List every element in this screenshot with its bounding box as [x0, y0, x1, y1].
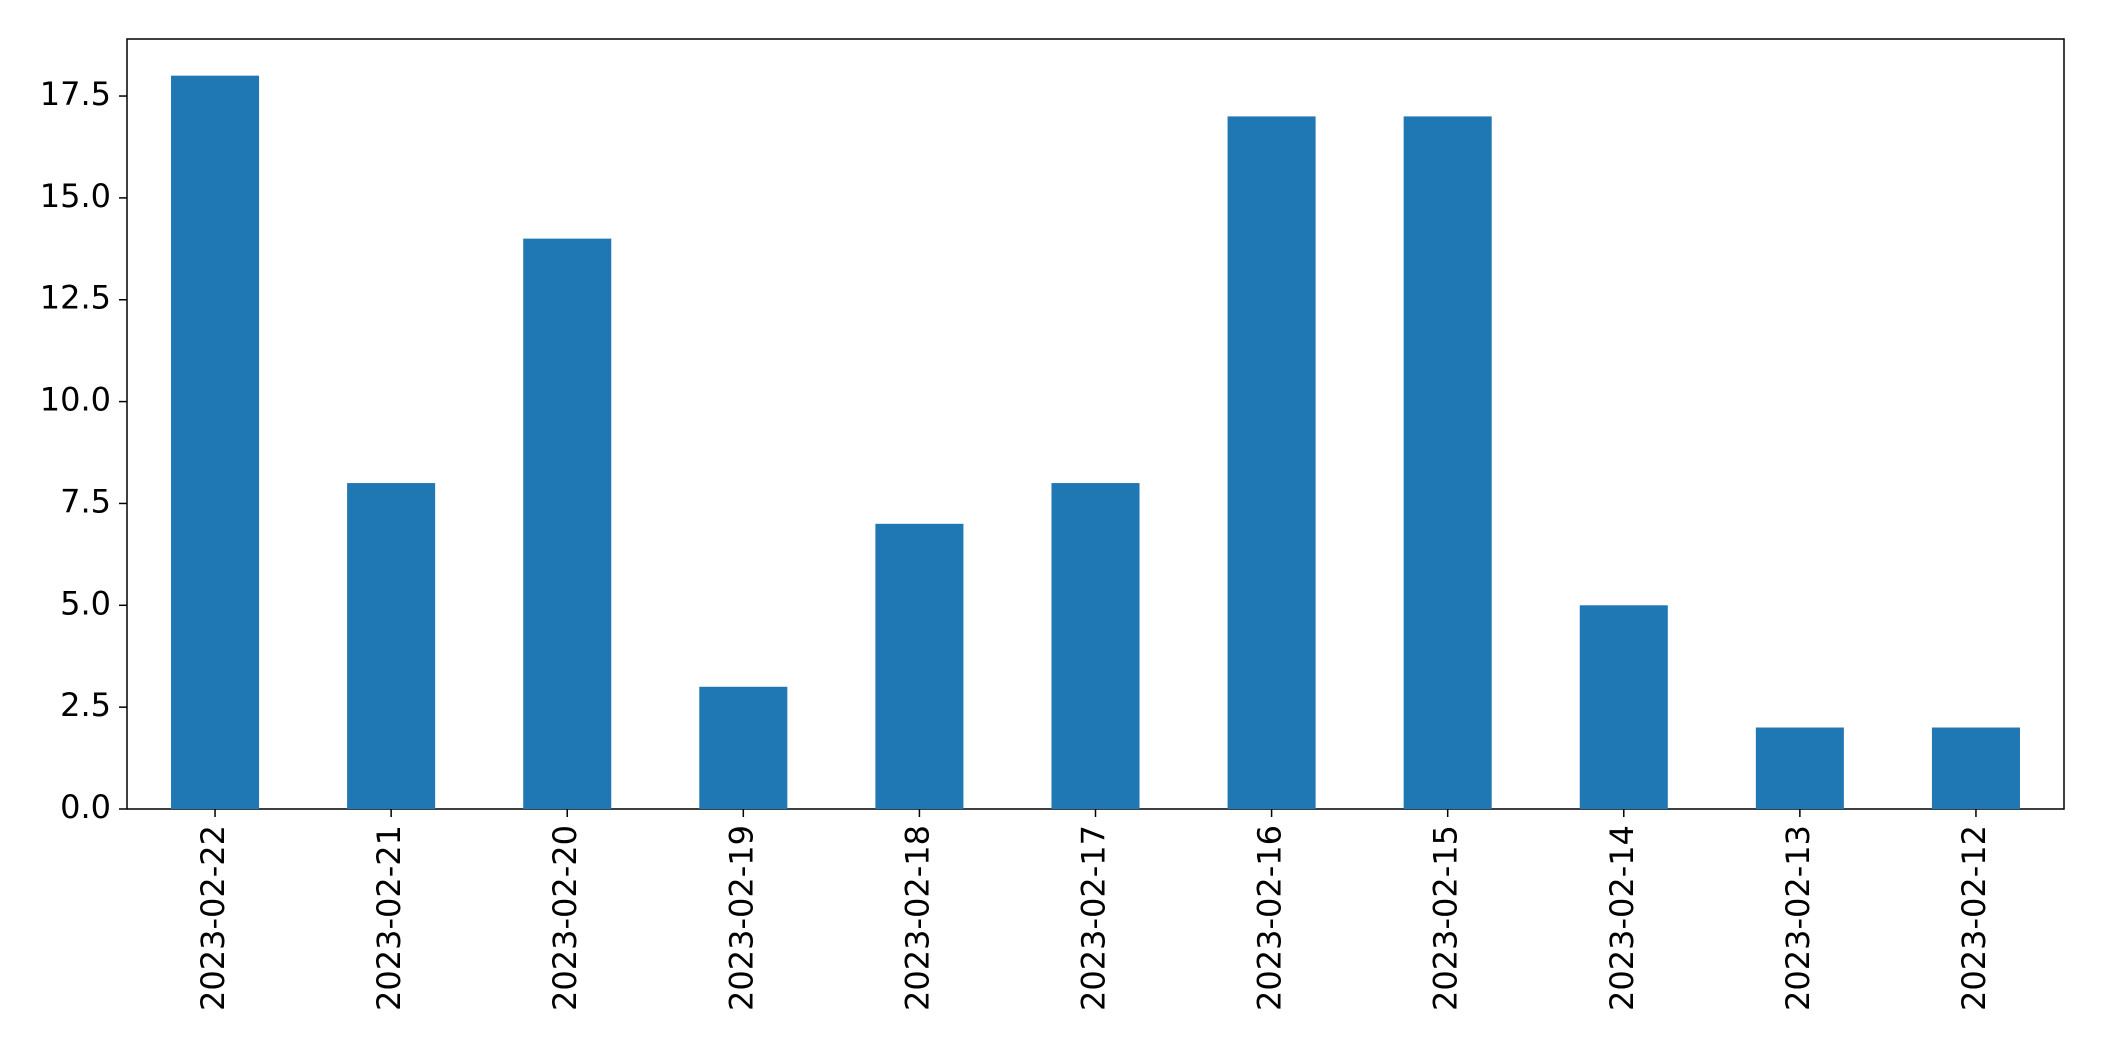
x-tick-label: 2023-02-16 [1251, 825, 1289, 1011]
y-tick-label: 17.5 [40, 75, 111, 113]
x-tick-label: 2023-02-12 [1955, 825, 1993, 1011]
bar [1051, 483, 1140, 809]
y-tick-label: 0.0 [60, 788, 111, 826]
bar [1579, 605, 1668, 809]
x-tick-label: 2023-02-21 [370, 825, 408, 1011]
bar [347, 483, 436, 809]
bar [523, 238, 612, 809]
y-tick-label: 2.5 [60, 686, 111, 724]
x-tick-label: 2023-02-20 [546, 825, 584, 1011]
y-tick-label: 5.0 [60, 584, 111, 622]
x-tick-label: 2023-02-15 [1427, 825, 1465, 1011]
x-tick-label: 2023-02-18 [898, 825, 936, 1011]
y-tick-label: 10.0 [40, 381, 111, 419]
bar [171, 75, 260, 809]
bar [1403, 116, 1492, 809]
x-tick-label: 2023-02-17 [1075, 825, 1113, 1011]
bar [875, 523, 964, 809]
x-tick-label: 2023-02-22 [194, 825, 232, 1011]
x-tick-label: 2023-02-14 [1603, 825, 1641, 1011]
y-tick-label: 7.5 [60, 482, 111, 520]
bar [1931, 727, 2020, 809]
y-tick-label: 15.0 [40, 177, 111, 215]
bar [1755, 727, 1844, 809]
bar [1227, 116, 1316, 809]
y-tick-label: 12.5 [40, 279, 111, 317]
bar [699, 686, 788, 809]
x-tick-label: 2023-02-13 [1779, 825, 1817, 1011]
x-tick-label: 2023-02-19 [722, 825, 760, 1011]
